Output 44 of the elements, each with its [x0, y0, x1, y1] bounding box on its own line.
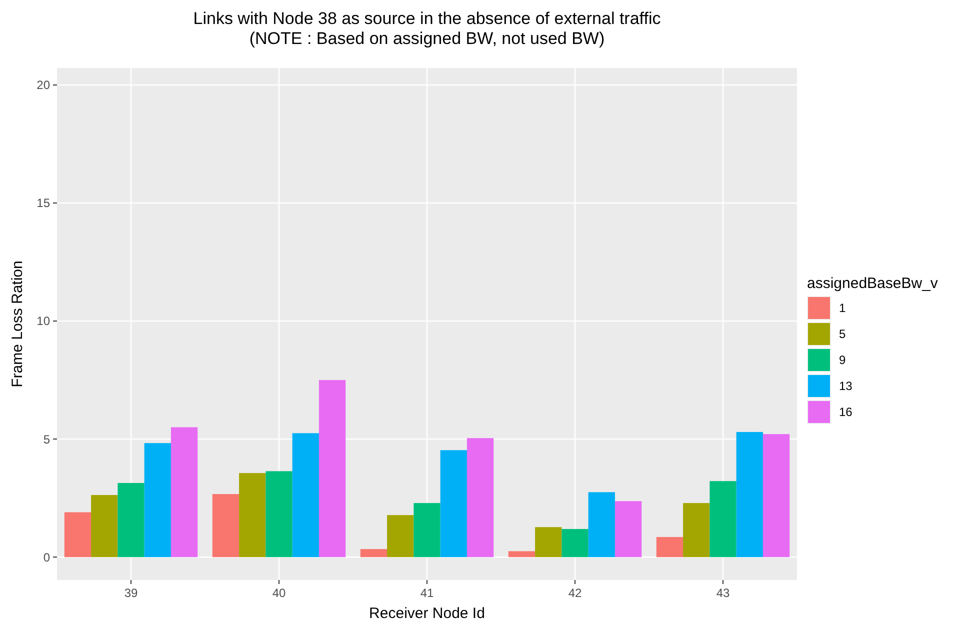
bar — [466, 438, 494, 558]
y-tick-label: 20 — [36, 78, 50, 92]
legend-title: assignedBaseBw_v — [807, 275, 938, 292]
y-tick-label: 0 — [43, 550, 50, 564]
bar — [170, 427, 198, 558]
bar — [762, 434, 790, 558]
bar — [91, 495, 118, 558]
bar — [360, 549, 388, 558]
legend-label: 9 — [839, 353, 846, 368]
y-tick-label: 5 — [43, 432, 50, 446]
bar — [588, 492, 615, 558]
bar — [118, 482, 144, 558]
bar — [710, 481, 736, 558]
legend-label: 5 — [839, 327, 846, 342]
x-tick-label: 39 — [124, 586, 138, 600]
y-tick-label: 10 — [36, 314, 50, 328]
x-tick-label: 41 — [420, 586, 434, 600]
bar — [535, 527, 562, 558]
bar — [414, 503, 440, 558]
chart-title: Links with Node 38 as source in the absence of external traffic (NOTE : Based on assigned BW, not used BW) — [193, 9, 662, 48]
legend-label: 13 — [839, 379, 853, 394]
bar — [614, 501, 642, 558]
x-axis-title: Receiver Node Id — [369, 605, 485, 622]
bar — [239, 473, 266, 558]
bar — [656, 537, 684, 558]
bar — [683, 503, 710, 558]
bar — [144, 443, 171, 558]
bar — [64, 512, 92, 558]
bar — [266, 471, 292, 558]
bar — [212, 494, 240, 558]
bar — [736, 432, 763, 558]
bar — [318, 380, 346, 558]
y-tick-label: 15 — [36, 196, 50, 210]
bar — [562, 529, 588, 558]
legend-label: 16 — [839, 405, 853, 420]
x-tick-label: 43 — [716, 586, 730, 600]
bar — [387, 515, 414, 558]
x-tick-label: 42 — [568, 586, 582, 600]
legend-label: 1 — [839, 301, 846, 316]
bar — [292, 433, 319, 558]
x-tick-label: 40 — [272, 586, 286, 600]
bar — [440, 450, 467, 558]
bar — [508, 551, 536, 558]
y-axis-title: Frame Loss Ration — [9, 260, 26, 388]
